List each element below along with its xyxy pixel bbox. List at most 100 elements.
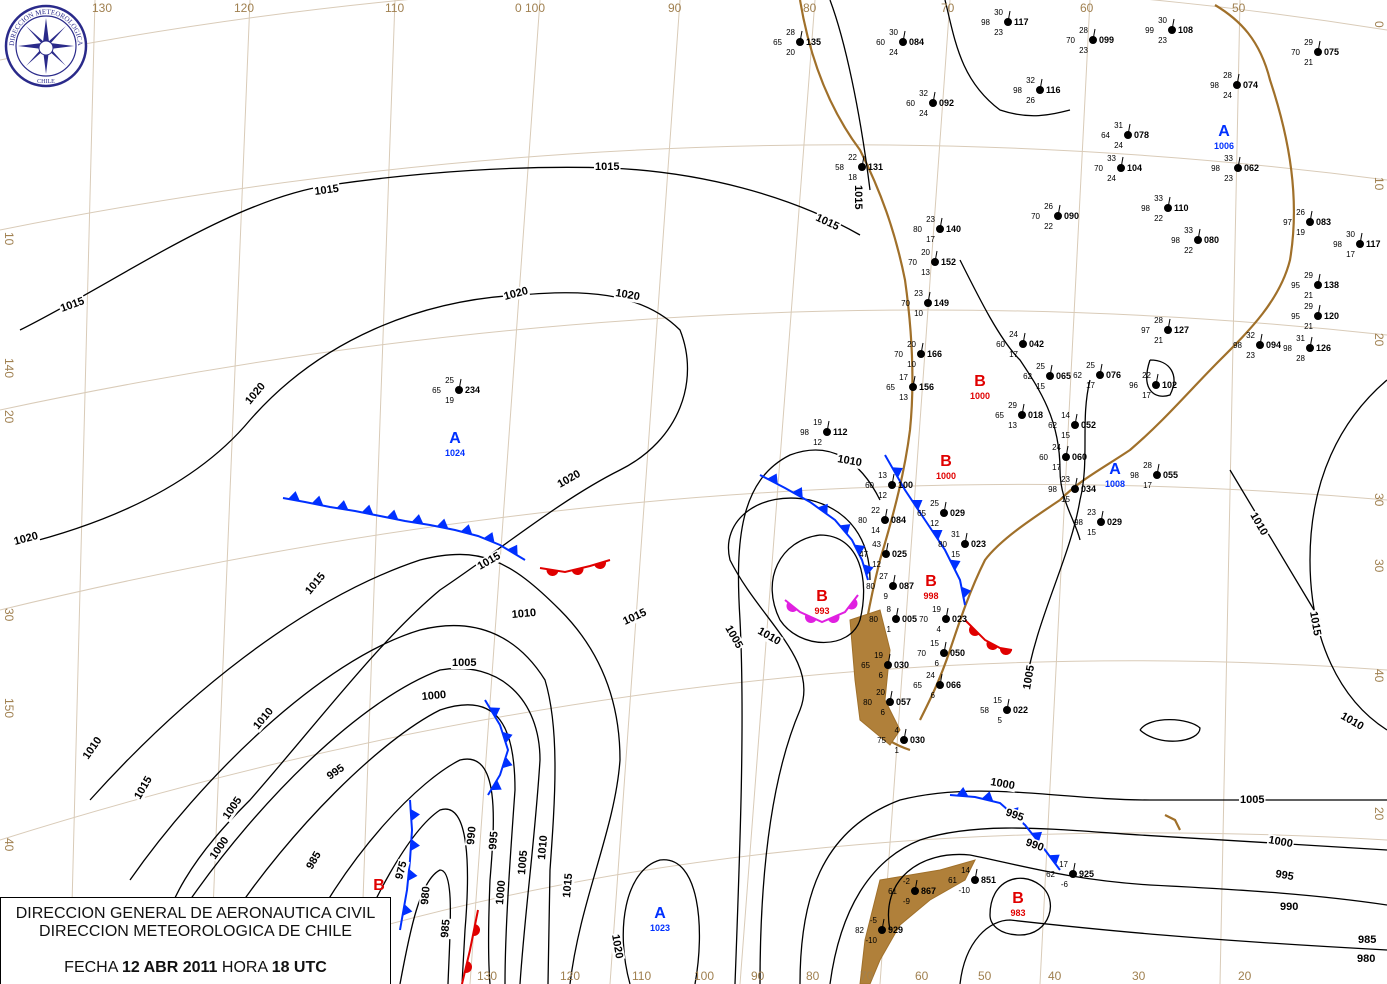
station-temperature: 32	[919, 89, 928, 98]
station-visibility: 98	[1048, 485, 1057, 494]
isobar-label-group: 1020	[613, 286, 642, 304]
isobar-label-group: 990	[464, 824, 479, 847]
front-triangle	[288, 491, 300, 502]
station-temperature: 19	[813, 418, 822, 427]
station-temperature: 26	[1044, 202, 1053, 211]
station-pressure: 099	[1099, 35, 1114, 45]
graticule-label: 10	[1372, 177, 1386, 191]
station-plot: 030 19 6 65	[861, 651, 909, 680]
station-visibility: 70	[1031, 212, 1040, 221]
isobar-label-group: 1015	[620, 606, 650, 629]
isobar-label: 1005	[516, 850, 530, 875]
station-temperature: 22	[848, 153, 857, 162]
isobar-label: 1010	[1339, 710, 1366, 733]
wind-barb	[1006, 698, 1010, 711]
isobar-label-background	[1246, 509, 1271, 539]
station-visibility: 98	[1130, 471, 1139, 480]
wind-barb	[1022, 332, 1026, 345]
isobar-label-background	[1279, 901, 1300, 913]
station-plot: 057 20 6 80	[863, 688, 911, 717]
wind-barb	[943, 501, 947, 514]
station-temperature: 29	[1304, 302, 1313, 311]
station-pressure: 018	[1028, 410, 1043, 420]
isobar-label: 1000	[494, 880, 508, 905]
station-temperature: 33	[1224, 154, 1233, 163]
isobar-label: 1020	[13, 530, 40, 548]
station-dewpoint: 6	[879, 671, 884, 680]
station-plot: 078 31 24 64	[1101, 121, 1149, 150]
station-temperature: 20	[876, 688, 885, 697]
isobar-label-group: 1015	[812, 211, 842, 234]
station-pressure: 117	[1366, 239, 1381, 249]
isobar-label: 975	[393, 860, 409, 881]
front-semicircle	[472, 924, 480, 936]
graticule-label: 130	[92, 1, 112, 15]
wind-barb	[885, 542, 889, 555]
isobar-label-group: 995	[1003, 806, 1027, 825]
isobar-label-group: 1015	[312, 182, 341, 199]
station-dewpoint: 9	[884, 592, 889, 601]
station-visibility: 98	[1333, 240, 1342, 249]
isobar-label-background	[80, 733, 106, 763]
station-visibility: 70	[1094, 164, 1103, 173]
station-plot: 022 15 5 58	[980, 696, 1028, 725]
station-plot: 066 24 6 65	[913, 671, 961, 700]
station-visibility: 61	[888, 887, 897, 896]
front-semicircle	[594, 561, 606, 569]
station-dewpoint: -10	[958, 886, 970, 895]
isobar-label-group: 1010	[1337, 709, 1367, 734]
agency-legend: DIRECCION GENERAL DE AERONAUTICA CIVIL D…	[0, 897, 391, 984]
isobar-label: 980	[1357, 953, 1375, 965]
isobar-label-group: 1015	[560, 871, 576, 900]
station-temperature: 32	[1026, 76, 1035, 85]
station-plot: 055 28 17 98	[1130, 461, 1178, 490]
station-dewpoint: 24	[1114, 141, 1123, 150]
station-pressure: 116	[1046, 85, 1061, 95]
station-temperature: 28	[786, 28, 795, 37]
isobar-label-background	[1239, 794, 1266, 806]
graticule-label: 120	[234, 1, 254, 15]
graticule-label: 140	[2, 358, 16, 378]
graticule-label: 20	[1372, 333, 1386, 347]
station-pressure: 851	[981, 875, 996, 885]
station-dewpoint: 21	[1304, 58, 1313, 67]
station-dewpoint: 6	[931, 691, 936, 700]
graticule-label-group: 150	[2, 698, 16, 718]
isobar-label-group: 1010	[535, 833, 551, 862]
graticule-label-group: 50	[978, 969, 992, 983]
station-pressure: 005	[902, 614, 917, 624]
station-pressure: 034	[1081, 484, 1096, 494]
cold-front	[484, 699, 513, 796]
center-letter: A	[1109, 461, 1121, 478]
isobar-label: 995	[1004, 807, 1025, 825]
front-triangle	[961, 586, 972, 599]
front-triangle	[407, 869, 418, 881]
isobar-label-group: 995	[486, 829, 501, 852]
center-pressure: 1008	[1105, 479, 1125, 489]
station-pressure: 023	[971, 539, 986, 549]
isobar-label-background	[1266, 833, 1295, 851]
station-plot: 025 43 12 47	[859, 540, 907, 569]
wind-barb	[903, 728, 907, 741]
date-time: FECHA 12 ABR 2011 HORA 18 UTC	[1, 959, 390, 977]
isobar-label-background	[420, 688, 448, 704]
station-pressure: 090	[1064, 211, 1079, 221]
isobar-label: 1020	[614, 287, 640, 303]
graticule-label-group: 30	[1372, 493, 1386, 507]
station-visibility: 80	[863, 698, 872, 707]
station-temperature: 32	[1246, 331, 1255, 340]
station-dewpoint: 17	[1346, 250, 1355, 259]
wind-barb	[1039, 78, 1043, 91]
station-visibility: 61	[948, 876, 957, 885]
station-visibility: 47	[859, 550, 868, 559]
station-plot: 018 29 13 65	[995, 401, 1043, 430]
wind-barb	[1127, 123, 1131, 136]
station-plot: 075 29 21 70	[1291, 38, 1339, 67]
wind-barb	[1021, 403, 1025, 416]
isobar-label: 1020	[609, 933, 625, 959]
